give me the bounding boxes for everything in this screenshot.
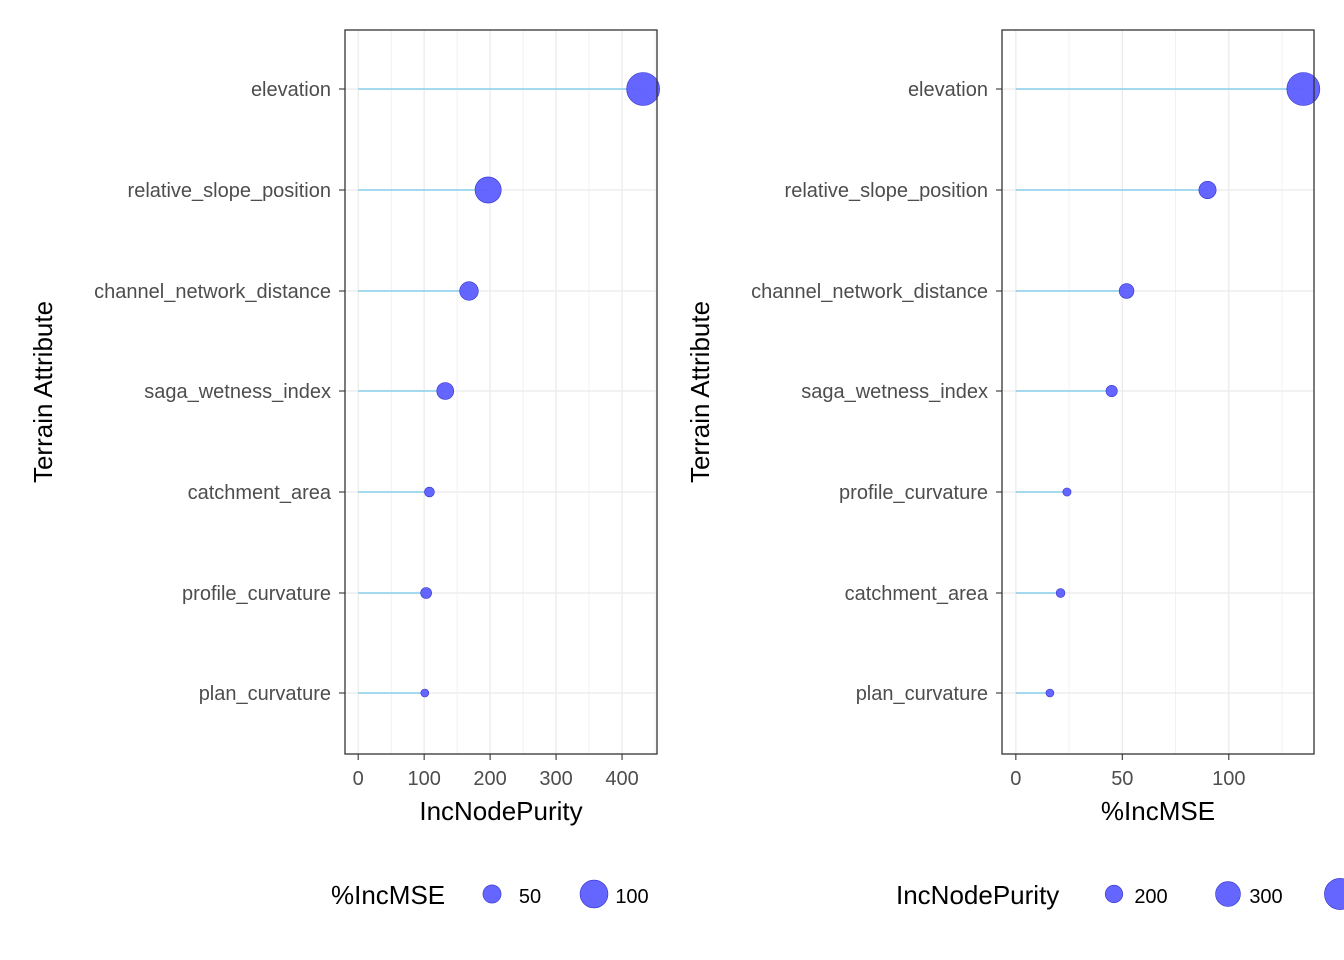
point-elevation bbox=[1286, 72, 1321, 106]
y-tick-label: catchment_area bbox=[845, 583, 989, 605]
y-axis-title: Terrain Attribute bbox=[685, 301, 715, 483]
y-axis-ticks: elevation relative_slope_position channel_… bbox=[751, 79, 1002, 705]
point-profile_curvature bbox=[1062, 487, 1072, 497]
y-tick-label: plan_curvature bbox=[856, 683, 988, 705]
point-saga_wetness_index bbox=[1105, 385, 1118, 397]
x-tick-label: 400 bbox=[605, 768, 638, 790]
x-axis-title: %IncMSE bbox=[1101, 796, 1215, 826]
legend-label: 100 bbox=[615, 886, 648, 908]
y-tick-label: saga_wetness_index bbox=[801, 381, 988, 403]
x-tick-label: 100 bbox=[407, 768, 440, 790]
lollipop-points bbox=[420, 72, 660, 698]
importance-chart-incmse: elevation relative_slope_position channel_… bbox=[685, 29, 1344, 910]
x-tick-label: 0 bbox=[1010, 768, 1021, 790]
legend-key bbox=[1215, 881, 1241, 907]
x-axis-ticks: 0 50 100 bbox=[1010, 754, 1245, 790]
y-tick-label: channel_network_distance bbox=[751, 281, 988, 303]
lollipop-segments bbox=[1015, 88, 1304, 694]
grid bbox=[345, 30, 657, 754]
y-tick-label: relative_slope_position bbox=[785, 180, 988, 202]
x-axis-title: IncNodePurity bbox=[419, 796, 582, 826]
point-profile_curvature bbox=[420, 587, 432, 599]
y-tick-label: elevation bbox=[251, 79, 331, 101]
point-relative_slope_position bbox=[474, 176, 502, 204]
y-axis-ticks: elevation relative_slope_position channel_… bbox=[94, 79, 345, 705]
y-axis-title: Terrain Attribute bbox=[28, 301, 58, 483]
point-catchment_area bbox=[1055, 588, 1066, 598]
point-elevation bbox=[626, 72, 660, 106]
x-tick-label: 50 bbox=[1111, 768, 1133, 790]
point-channel_network_distance bbox=[459, 281, 479, 301]
point-saga_wetness_index bbox=[436, 382, 455, 400]
y-tick-label: relative_slope_position bbox=[128, 180, 331, 202]
importance-chart-incnodepurity: elevation relative_slope_position channel_… bbox=[28, 29, 660, 910]
panel-border bbox=[1001, 29, 1315, 755]
lollipop-segments bbox=[358, 88, 644, 694]
legend-key bbox=[579, 879, 609, 909]
x-axis-ticks: 0 100 200 300 400 bbox=[353, 754, 639, 790]
legend-label: 300 bbox=[1249, 886, 1282, 908]
legend-title: IncNodePurity bbox=[896, 880, 1059, 910]
y-tick-label: saga_wetness_index bbox=[144, 381, 331, 403]
x-tick-label: 100 bbox=[1212, 768, 1245, 790]
legend-key bbox=[1324, 878, 1344, 910]
legend-key bbox=[1104, 884, 1124, 904]
legend: %IncMSE 50 100 bbox=[331, 879, 649, 910]
point-channel_network_distance bbox=[1118, 283, 1135, 299]
lollipop-points bbox=[1045, 72, 1321, 698]
legend-title: %IncMSE bbox=[331, 880, 445, 910]
legend: IncNodePurity 200 300 bbox=[896, 878, 1344, 910]
panel-border bbox=[344, 29, 658, 755]
legend-label: 200 bbox=[1134, 886, 1167, 908]
x-tick-label: 0 bbox=[353, 768, 364, 790]
y-tick-label: catchment_area bbox=[188, 482, 332, 504]
point-plan_curvature bbox=[420, 688, 430, 698]
y-tick-label: profile_curvature bbox=[839, 482, 988, 504]
point-relative_slope_position bbox=[1198, 181, 1217, 199]
grid bbox=[1002, 30, 1314, 754]
y-tick-label: plan_curvature bbox=[199, 683, 331, 705]
x-tick-label: 200 bbox=[473, 768, 506, 790]
legend-label: 50 bbox=[519, 886, 541, 908]
y-tick-label: channel_network_distance bbox=[94, 281, 331, 303]
point-catchment_area bbox=[424, 486, 435, 498]
legend-key bbox=[482, 884, 502, 904]
y-tick-label: profile_curvature bbox=[182, 583, 331, 605]
point-plan_curvature bbox=[1045, 688, 1055, 698]
y-tick-label: elevation bbox=[908, 79, 988, 101]
x-tick-label: 300 bbox=[539, 768, 572, 790]
